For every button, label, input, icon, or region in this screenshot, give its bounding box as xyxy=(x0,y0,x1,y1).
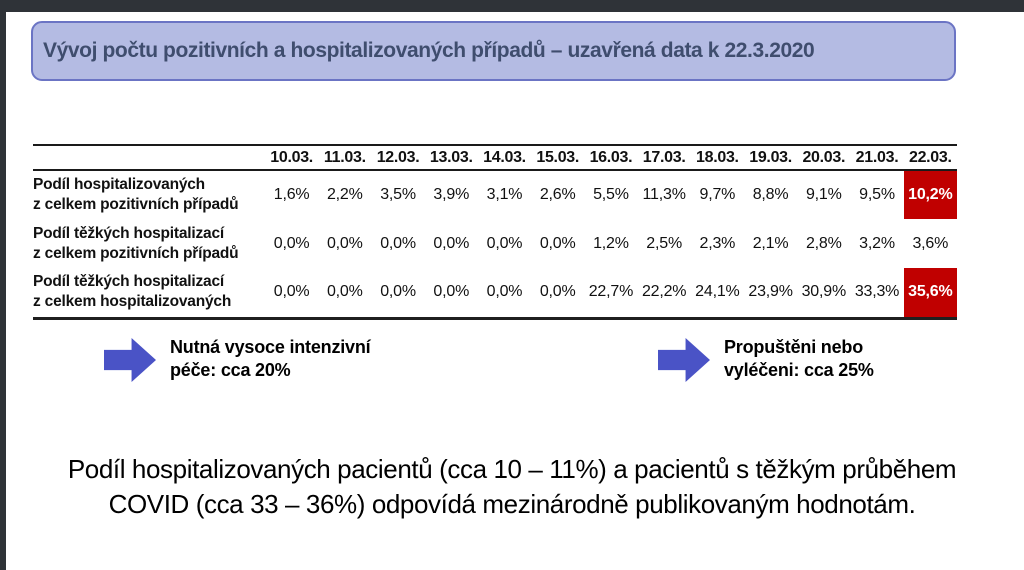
value-cell: 3,5% xyxy=(380,186,416,204)
summary-text: Podíl hospitalizovaných pacientů (cca 10… xyxy=(6,452,1018,522)
callout-intensive-care: Nutná vysoce intenzivní péče: cca 20% xyxy=(104,336,371,383)
value-cell: 9,1% xyxy=(805,186,842,204)
slide-title: Vývoj počtu pozitivních a hospitalizovan… xyxy=(43,39,815,62)
value-cell: 2,5% xyxy=(646,234,682,252)
date-column-header: 18.03. xyxy=(696,149,739,166)
date-column-header: 16.03. xyxy=(589,149,633,166)
value-cell: 22,7% xyxy=(588,283,634,301)
value-cell: 0,0% xyxy=(380,283,416,301)
callout-line1: Propuštěni nebo xyxy=(724,337,864,357)
value-cell: 10,2% xyxy=(903,170,957,220)
row-label-line2: z celkem hospitalizovaných xyxy=(33,293,232,311)
date-column-header: 19.03. xyxy=(749,149,792,166)
row-label-line2: z celkem pozitivních případů xyxy=(33,244,239,262)
table-corner-cell xyxy=(33,145,265,170)
value-cell: 0,0% xyxy=(486,283,523,301)
row-label: Podíl těžkých hospitalizací z celkem pozi… xyxy=(33,219,265,268)
date-column-header: 17.03. xyxy=(642,149,686,166)
value-cell: 24,1% xyxy=(695,283,740,301)
value-cell: 0,0% xyxy=(539,234,576,252)
row-label: Podíl těžkých hospitalizací z celkem hosp… xyxy=(33,268,265,318)
summary-line2: COVID (cca 33 – 36%) odpovídá mezinárodn… xyxy=(108,489,916,520)
date-column-header: 20.03. xyxy=(802,149,846,166)
value-cell: 0,0% xyxy=(433,234,470,252)
value-cell: 9,5% xyxy=(859,186,895,204)
value-cell: 22,2% xyxy=(641,283,687,301)
table-row: Podíl hospitalizovaných z celkem pozitivn… xyxy=(33,170,957,220)
value-cell: 3,6% xyxy=(912,234,949,252)
value-cell: 3,2% xyxy=(859,234,895,252)
date-column-header: 15.03. xyxy=(536,149,580,166)
value-cell: 3,9% xyxy=(433,186,470,204)
value-cell: 0,0% xyxy=(486,234,523,252)
table-header-row: 10.03. 11.03. 12.03. 13.03. 14.03. 15.03. 16.0… xyxy=(33,145,957,170)
value-cell: 35,6% xyxy=(903,268,957,319)
callout-line1: Nutná vysoce intenzivní xyxy=(170,337,371,357)
row-label-line1: Podíl těžkých hospitalizací xyxy=(33,273,224,291)
value-cell: 2,8% xyxy=(805,234,842,252)
slide-title-box: Vývoj počtu pozitivních a hospitalizovan… xyxy=(31,21,956,81)
value-cell: 23,9% xyxy=(748,283,793,301)
row-label: Podíl hospitalizovaných z celkem pozitivn… xyxy=(33,170,265,219)
callout-text: Propuštěni nebo vyléčeni: cca 25% xyxy=(724,336,874,383)
value-cell: 3,1% xyxy=(486,186,523,204)
summary-line1: Podíl hospitalizovaných pacientů (cca 10… xyxy=(67,454,957,484)
row-label-line2: z celkem pozitivních případů xyxy=(33,196,239,214)
table-row: Podíl těžkých hospitalizací z celkem hosp… xyxy=(33,268,957,319)
value-cell: 2,3% xyxy=(699,234,736,252)
viewer-top-edge xyxy=(0,0,1024,12)
date-column-header: 13.03. xyxy=(429,149,473,166)
value-cell: 0,0% xyxy=(433,283,470,301)
value-cell: 0,0% xyxy=(273,234,310,252)
value-cell: 9,7% xyxy=(699,186,736,204)
table-row: Podíl těžkých hospitalizací z celkem pozi… xyxy=(33,219,957,268)
table-body: Podíl hospitalizovaných z celkem pozitivn… xyxy=(33,170,957,319)
value-cell: 1,6% xyxy=(273,186,310,204)
date-column-header: 14.03. xyxy=(483,149,526,166)
callout-text: Nutná vysoce intenzivní péče: cca 20% xyxy=(170,336,371,383)
value-cell: 8,8% xyxy=(752,186,789,204)
value-cell: 0,0% xyxy=(273,283,310,301)
data-table: 10.03. 11.03. 12.03. 13.03. 14.03. 15.03. 16.0… xyxy=(33,144,957,320)
date-column-header: 10.03. xyxy=(270,149,313,166)
row-label-line1: Podíl hospitalizovaných xyxy=(33,176,205,193)
callout-discharged: Propuštěni nebo vyléčeni: cca 25% xyxy=(658,336,874,383)
callout-line2: péče: cca 20% xyxy=(170,360,291,381)
value-cell: 30,9% xyxy=(801,283,847,301)
value-cell: 0,0% xyxy=(326,283,363,301)
date-column-header: 22.03. xyxy=(908,149,952,166)
date-column-header: 11.03. xyxy=(323,149,366,166)
right-arrow-icon xyxy=(104,338,156,382)
value-cell: 0,0% xyxy=(539,283,576,301)
value-cell: 33,3% xyxy=(854,283,900,301)
date-column-header: 12.03. xyxy=(376,149,420,166)
value-cell: 0,0% xyxy=(380,234,416,252)
value-cell: 11,3% xyxy=(642,186,686,204)
value-cell: 2,6% xyxy=(539,186,576,204)
right-arrow-icon xyxy=(658,338,710,382)
viewer-left-edge xyxy=(0,0,6,570)
date-column-header: 21.03. xyxy=(855,149,899,166)
callout-line2: vyléčeni: cca 25% xyxy=(724,360,874,381)
value-cell: 0,0% xyxy=(326,234,363,252)
row-label-line1: Podíl těžkých hospitalizací xyxy=(33,224,224,242)
value-cell: 2,2% xyxy=(326,186,363,204)
value-cell: 1,2% xyxy=(593,234,629,252)
value-cell: 5,5% xyxy=(593,186,629,204)
value-cell: 2,1% xyxy=(752,234,789,252)
